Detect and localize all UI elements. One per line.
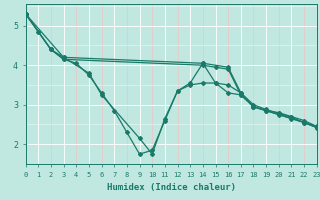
X-axis label: Humidex (Indice chaleur): Humidex (Indice chaleur)	[107, 183, 236, 192]
